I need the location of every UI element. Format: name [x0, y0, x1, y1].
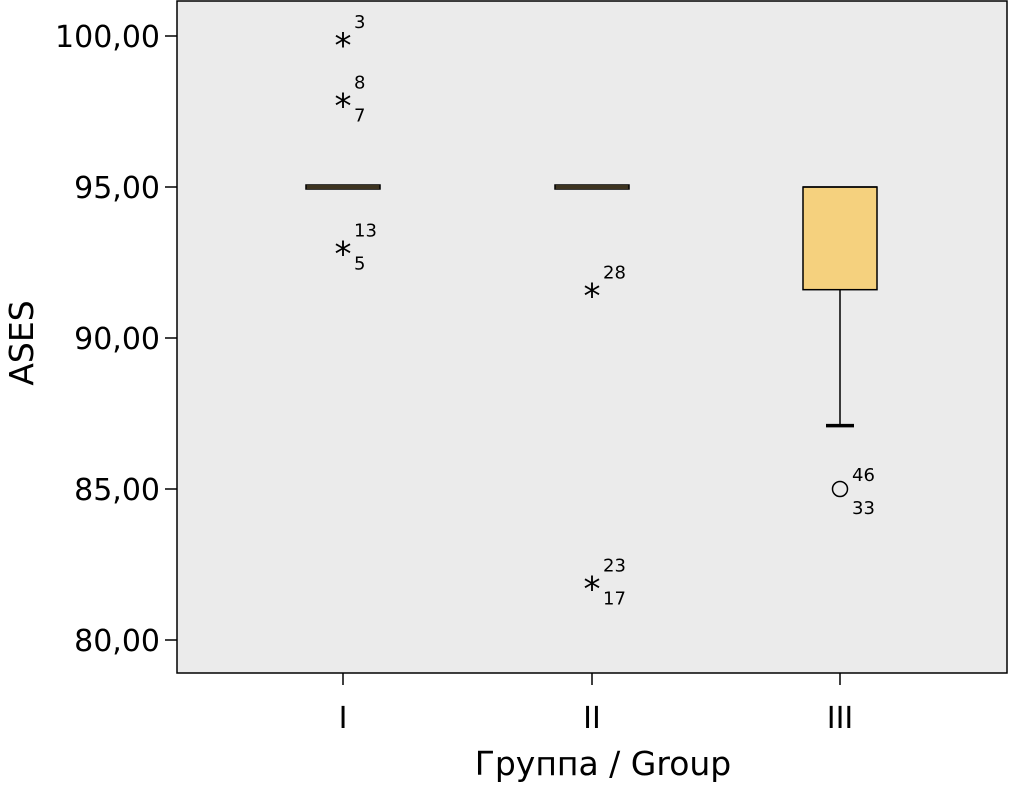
y-axis-title: ASES	[2, 300, 41, 385]
x-tick-label: II	[583, 701, 601, 736]
outlier-star: *	[584, 277, 601, 317]
outlier-label: 7	[354, 105, 365, 126]
plot-area	[176, 0, 1008, 674]
outlier-label: 5	[354, 253, 365, 274]
y-tick-label: 90,00	[74, 322, 160, 357]
outlier-star: *	[584, 570, 601, 610]
box-iqr	[802, 186, 878, 291]
outlier-label: 3	[354, 12, 365, 33]
outlier-label: 17	[603, 589, 626, 610]
y-tick-label: 80,00	[74, 624, 160, 659]
outlier-star: *	[335, 26, 352, 66]
outlier-star: *	[335, 234, 352, 274]
box-group-I: *3*87*135	[305, 12, 381, 274]
box-group-III: 46 33	[802, 186, 878, 519]
y-tick-label: 85,00	[74, 473, 160, 508]
outlier-label: 23	[603, 556, 626, 577]
outlier-circle	[831, 480, 849, 498]
x-axis: I II III	[339, 673, 854, 736]
outlier-label: 13	[354, 220, 377, 241]
y-tick-label: 100,00	[55, 20, 160, 55]
outlier-star: *	[335, 86, 352, 126]
outlier-label: 8	[354, 72, 365, 93]
x-axis-title: Группа / Group	[475, 744, 732, 783]
x-tick-label: III	[827, 701, 854, 736]
y-axis: 80,00 85,00 90,00 95,00 100,00	[55, 20, 177, 659]
y-tick-label: 95,00	[74, 171, 160, 206]
x-tick-label: I	[339, 701, 348, 736]
outlier-label: 33	[852, 498, 875, 519]
outlier-label: 28	[603, 263, 626, 284]
outlier-label: 46	[852, 465, 875, 486]
